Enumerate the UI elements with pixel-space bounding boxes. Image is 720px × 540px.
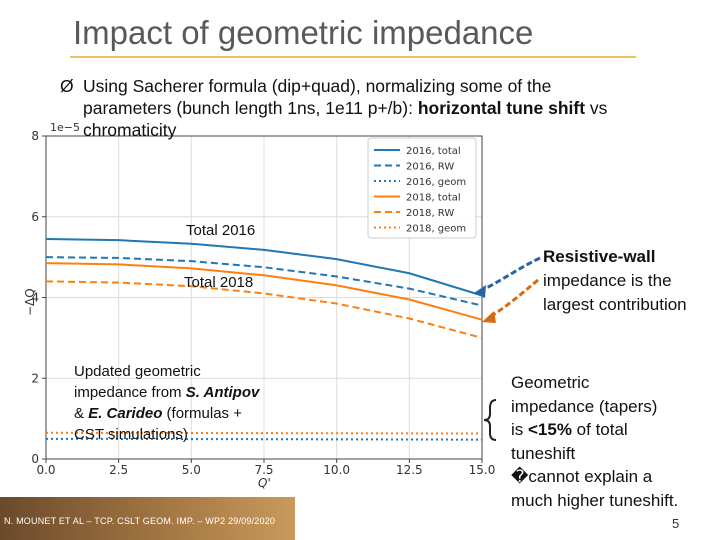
bullet-line2-bold: horizontal tune shift bbox=[417, 98, 586, 118]
bullet-line3: chromaticity bbox=[83, 120, 177, 140]
annotation-total-2016: Total 2016 bbox=[186, 222, 256, 239]
geom-line3-tail: of total bbox=[571, 420, 628, 439]
legend-label: 2018, RW bbox=[406, 208, 454, 219]
legend-label: 2016, total bbox=[406, 146, 461, 157]
legend-label: 2016, RW bbox=[406, 162, 454, 173]
x-tick-label: 12.5 bbox=[396, 463, 423, 477]
updated-geom-line1: Updated geometric bbox=[74, 363, 201, 380]
rw-line2: impedance is the bbox=[543, 271, 672, 290]
x-tick-label: 5.0 bbox=[182, 463, 201, 477]
annotation-updated-geometric: Updated geometric impedance from S. Anti… bbox=[74, 361, 259, 445]
geom-brace bbox=[483, 399, 497, 441]
footer-text: N. MOUNET ET AL – TCP. CSLT GEOM. IMP. –… bbox=[4, 516, 276, 526]
geom-line3-pre: is bbox=[511, 420, 528, 439]
y-multiplier: 1e−5 bbox=[50, 121, 80, 134]
legend-label: 2018, geom bbox=[406, 224, 466, 235]
series-line bbox=[45, 262, 483, 321]
y-tick-label: 8 bbox=[31, 129, 39, 143]
chart-legend: 2016, total 2016, RW 2016, geom 2018, total… bbox=[367, 137, 477, 239]
bullet-line2-plain: parameters (bunch length 1ns, 1e11 p+/b)… bbox=[83, 98, 418, 118]
x-tick-label: 2.5 bbox=[109, 463, 128, 477]
y-tick-label: 4 bbox=[31, 291, 39, 305]
annotation-geometric: Geometric impedance (tapers) is <15% of … bbox=[511, 371, 678, 512]
series-line bbox=[45, 237, 483, 297]
series-lines bbox=[45, 237, 483, 441]
x-axis-label: Q' bbox=[258, 476, 271, 490]
author-carideo: E. Carideo bbox=[88, 405, 163, 422]
y-tick-label: 0 bbox=[31, 452, 39, 466]
rw-arrowhead-2016 bbox=[474, 285, 486, 298]
legend-label: 2018, total bbox=[406, 193, 461, 204]
axis-ticks: 0.0 2.5 5.0 7.5 10.0 12.5 15.0 0 2 4 6 8 bbox=[31, 129, 495, 477]
series-line bbox=[45, 256, 483, 307]
geom-percentage: <15% bbox=[528, 420, 572, 439]
geom-line6: much higher tuneshift. bbox=[511, 490, 679, 510]
x-tick-label: 15.0 bbox=[469, 463, 496, 477]
author-antipov: S. Antipov bbox=[185, 384, 260, 401]
legend-box bbox=[367, 137, 477, 239]
x-tick-label: 7.5 bbox=[254, 463, 273, 477]
updated-geom-line3-tail: (formulas + bbox=[162, 405, 242, 422]
rw-line3: largest contribution bbox=[543, 295, 687, 314]
legend-label: 2016, geom bbox=[406, 177, 466, 188]
bullet-point: Ø Using Sacherer formula (dip+quad), nor… bbox=[60, 75, 710, 141]
series-line bbox=[45, 280, 483, 339]
rw-arrow-2018 bbox=[487, 278, 539, 320]
geom-line4: tuneshift bbox=[511, 443, 576, 463]
updated-geom-line4: CST simulations) bbox=[74, 426, 188, 443]
footer-bar bbox=[0, 497, 295, 540]
y-axis-label: −ΔQ bbox=[23, 288, 37, 316]
x-tick-label: 10.0 bbox=[323, 463, 350, 477]
bullet-line2-tail: vs bbox=[585, 98, 608, 118]
geom-line5: �cannot explain a bbox=[511, 467, 653, 486]
updated-geom-line3: & E. Carideo (formulas + bbox=[74, 403, 259, 424]
rw-arrowhead-2018 bbox=[482, 311, 496, 323]
geom-line2: impedance (tapers) bbox=[511, 396, 658, 416]
updated-geom-line2-text: impedance from bbox=[74, 384, 186, 401]
x-tick-label: 0.0 bbox=[36, 463, 55, 477]
y-tick-label: 6 bbox=[31, 210, 39, 224]
title-underline bbox=[70, 56, 636, 58]
updated-geom-line2: impedance from S. Antipov bbox=[74, 382, 259, 403]
bullet-line2: parameters (bunch length 1ns, 1e11 p+/b)… bbox=[83, 97, 710, 119]
geom-line3: is <15% of total bbox=[511, 418, 678, 442]
page-number: 5 bbox=[672, 516, 680, 531]
slide-title: Impact of geometric impedance bbox=[73, 14, 534, 51]
updated-geom-amp: & bbox=[74, 405, 89, 422]
annotation-total-2018: Total 2018 bbox=[184, 274, 254, 291]
rw-line1: Resistive-wall bbox=[543, 247, 656, 266]
y-tick-label: 2 bbox=[31, 371, 39, 385]
bullet-line1: Using Sacherer formula (dip+quad), norma… bbox=[83, 76, 552, 96]
annotation-resistive-wall: Resistive-wall impedance is the largest … bbox=[543, 245, 687, 317]
bullet-arrow-icon: Ø bbox=[60, 76, 74, 96]
geom-line1: Geometric bbox=[511, 373, 590, 392]
